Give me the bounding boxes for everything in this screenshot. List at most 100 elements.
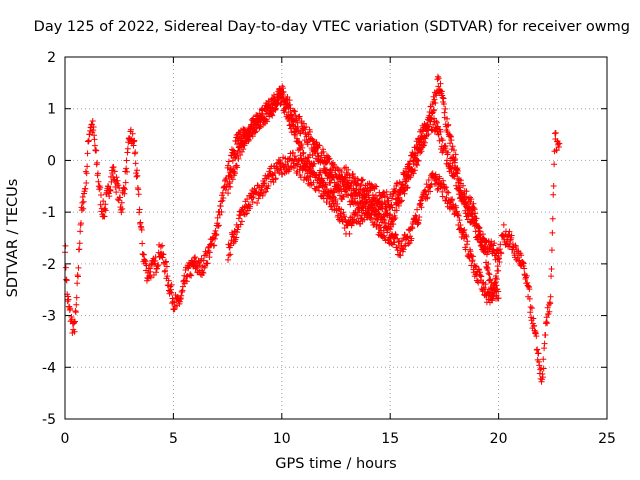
data-point [441,185,448,192]
data-point [292,112,299,119]
data-point [553,147,560,154]
data-point [134,172,141,179]
data-point [434,73,441,80]
data-point [163,263,170,270]
data-point [78,207,85,214]
data-point [398,198,405,205]
data-point [84,163,91,170]
data-point [473,271,480,278]
data-point [222,186,229,193]
data-point [487,276,494,283]
y-tick-label: -2 [42,257,56,273]
data-point [394,180,401,187]
data-point [78,220,85,227]
data-point [495,288,502,295]
data-point [444,115,451,122]
data-point [121,186,128,193]
data-point [482,286,489,293]
data-point [463,188,470,195]
data-point [132,149,139,156]
data-point [306,172,313,179]
data-point [132,160,139,167]
data-point [112,183,119,190]
data-point [231,170,238,177]
data-point [85,137,92,144]
data-point [422,135,429,142]
data-point [157,243,164,250]
data-point [73,301,80,308]
data-point [244,196,251,203]
data-point [428,181,435,188]
data-point [387,211,394,218]
y-tick-label: 0 [47,153,56,169]
data-point [215,223,222,230]
data-point [508,232,515,239]
data-point [343,191,350,198]
data-point [331,189,338,196]
data-point [133,167,140,174]
data-point [439,193,446,200]
y-tick-label: -5 [42,412,56,428]
data-point [528,305,535,312]
data-point [410,170,417,177]
data-point [541,340,548,347]
y-tick-label: 1 [47,102,56,118]
data-point [544,320,551,327]
data-point [372,182,379,189]
data-point [219,197,226,204]
chart-title: Day 125 of 2022, Sidereal Day-to-day VTE… [33,19,630,35]
data-point [552,129,559,136]
data-point [276,169,283,176]
data-point [131,137,138,144]
data-point [187,271,194,278]
data-point [447,140,454,147]
data-point [442,105,449,112]
data-point [404,184,411,191]
data-point [421,142,428,149]
data-point [327,166,334,173]
data-point [110,163,117,170]
data-point [143,262,150,269]
y-tick-label: 2 [47,50,56,66]
data-point [556,140,563,147]
data-point [434,123,441,130]
data-point [173,302,180,309]
data-point [115,197,122,204]
data-point [421,187,428,194]
data-point [259,111,266,118]
data-point [305,166,312,173]
x-tick-label: 10 [273,431,291,447]
data-point [437,80,444,87]
data-point [76,246,83,253]
data-point [123,165,130,172]
data-point [327,203,334,210]
data-point [123,157,130,164]
data-point [539,374,546,381]
data-point [307,173,314,180]
data-point [533,333,540,340]
data-point [416,213,423,220]
data-point [381,216,388,223]
data-point [395,202,402,209]
data-point [432,171,439,178]
data-point [379,205,386,212]
data-point [323,152,330,159]
data-point [341,213,348,220]
data-point [188,272,195,279]
data-point [351,178,358,185]
data-point [316,142,323,149]
data-point [518,252,525,259]
data-point [144,269,151,276]
data-point [147,274,154,281]
data-point [473,215,480,222]
data-point [67,305,74,312]
data-point [498,250,505,257]
x-tick-label: 25 [598,431,616,447]
data-point [310,179,317,186]
data-point [346,230,353,237]
data-point [537,366,544,373]
data-point [243,210,250,217]
data-point [381,189,388,196]
data-point [91,136,98,143]
data-point [300,149,307,156]
